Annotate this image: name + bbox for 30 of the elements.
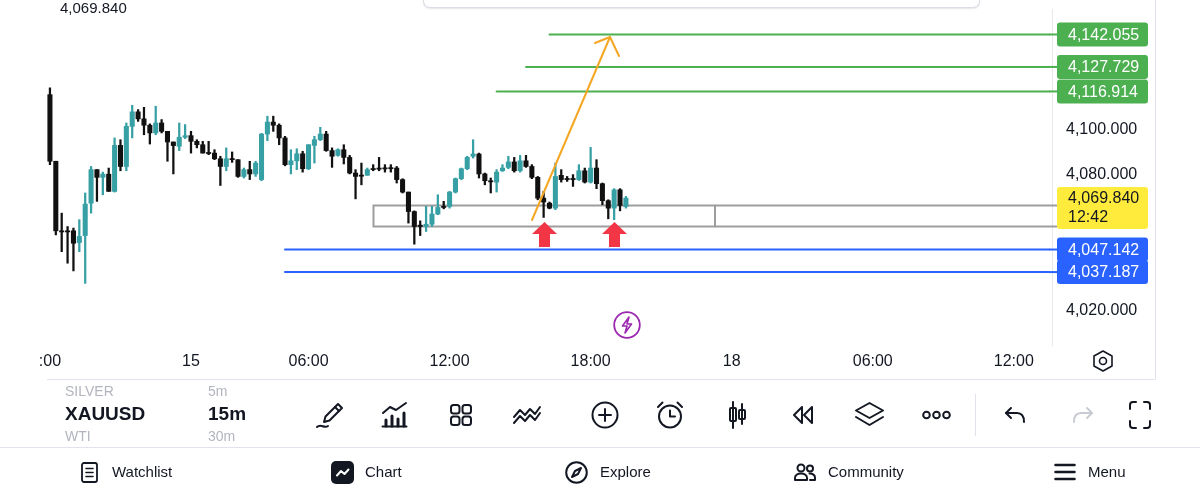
text: 12:42 — [1068, 208, 1109, 226]
text: 15m — [208, 403, 247, 425]
text: Community — [828, 463, 904, 481]
y-tick-label: 4,100.000 — [1066, 120, 1138, 138]
data-label: 4,047.142 — [1068, 240, 1140, 258]
x-tick-label: 12:00 — [429, 352, 470, 370]
x-tick-label: 15 — [182, 352, 200, 370]
text: 4,069.840 — [1068, 189, 1140, 207]
text: Explore — [600, 463, 651, 481]
data-label: 4,142.055 — [1068, 25, 1140, 43]
x-tick-label: 06:00 — [288, 352, 329, 370]
text: WTI — [65, 428, 91, 445]
text: Watchlist — [112, 463, 173, 481]
text: SILVER — [65, 383, 114, 400]
data-label: 4,037.187 — [1068, 263, 1140, 281]
text: XAUUSD — [65, 403, 146, 425]
data-label: 4,116.914 — [1068, 82, 1139, 100]
annotation: 4,069.840 — [60, 0, 127, 16]
text: Chart — [365, 463, 402, 481]
y-tick-label: 4,080.000 — [1066, 165, 1138, 183]
data-label: 4,127.729 — [1068, 58, 1140, 76]
x-tick-label: 06:00 — [852, 352, 893, 370]
text: 30m — [208, 428, 236, 445]
x-tick-label: 18:00 — [570, 352, 611, 370]
text: 5m — [208, 383, 228, 400]
x-tick-label: 18 — [722, 352, 741, 370]
text: Menu — [1088, 463, 1126, 481]
x-tick-label: 12:00 — [993, 352, 1034, 370]
x-tick-label: :00 — [38, 352, 62, 370]
y-tick-label: 4,020.000 — [1066, 301, 1138, 319]
